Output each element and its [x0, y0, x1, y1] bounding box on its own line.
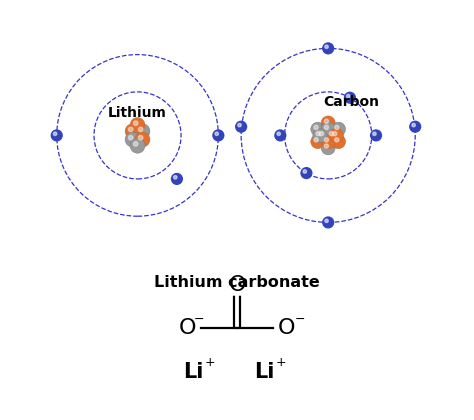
Text: Lithium: Lithium: [108, 105, 167, 120]
Circle shape: [329, 131, 334, 136]
Text: +: +: [275, 356, 286, 369]
Circle shape: [311, 122, 325, 136]
Circle shape: [313, 129, 327, 142]
Circle shape: [311, 134, 325, 149]
Text: O: O: [278, 318, 295, 338]
Circle shape: [373, 132, 376, 136]
Circle shape: [173, 176, 177, 179]
Circle shape: [346, 94, 350, 98]
Circle shape: [321, 116, 335, 130]
Circle shape: [54, 132, 57, 136]
Circle shape: [128, 135, 133, 140]
Circle shape: [329, 129, 344, 142]
Circle shape: [135, 132, 150, 147]
Circle shape: [323, 217, 334, 228]
Circle shape: [314, 125, 318, 129]
Text: Lithium carbonate: Lithium carbonate: [154, 275, 320, 290]
Circle shape: [213, 130, 224, 141]
Circle shape: [314, 138, 318, 142]
Circle shape: [321, 141, 335, 155]
Circle shape: [133, 142, 138, 146]
Circle shape: [133, 121, 138, 126]
Circle shape: [236, 121, 246, 132]
Circle shape: [410, 121, 420, 132]
Circle shape: [125, 124, 140, 139]
Circle shape: [333, 131, 337, 136]
Circle shape: [303, 170, 307, 173]
Circle shape: [326, 129, 340, 142]
Circle shape: [277, 132, 281, 136]
Circle shape: [371, 130, 382, 141]
Circle shape: [345, 92, 356, 103]
Circle shape: [321, 122, 335, 136]
Text: Carbon: Carbon: [323, 95, 379, 109]
Text: −: −: [193, 312, 204, 326]
Circle shape: [316, 131, 320, 136]
Circle shape: [324, 138, 328, 142]
Circle shape: [125, 132, 140, 147]
Circle shape: [412, 123, 415, 127]
Circle shape: [51, 130, 62, 141]
Circle shape: [323, 43, 334, 54]
Circle shape: [331, 122, 346, 136]
Circle shape: [321, 134, 335, 149]
Circle shape: [138, 127, 143, 131]
Text: Li: Li: [183, 362, 204, 382]
Circle shape: [172, 173, 182, 184]
Circle shape: [319, 131, 324, 136]
Circle shape: [324, 119, 328, 123]
Circle shape: [335, 138, 339, 142]
Text: +: +: [205, 356, 215, 369]
Circle shape: [316, 129, 330, 142]
Circle shape: [324, 125, 328, 129]
Circle shape: [331, 134, 346, 149]
Circle shape: [130, 138, 145, 153]
Circle shape: [324, 144, 328, 148]
Circle shape: [275, 130, 286, 141]
Circle shape: [215, 132, 219, 136]
Circle shape: [128, 127, 133, 131]
Text: Li: Li: [254, 362, 274, 382]
Circle shape: [138, 135, 143, 140]
Circle shape: [335, 125, 339, 129]
Circle shape: [130, 118, 145, 132]
Text: O: O: [228, 275, 246, 294]
Circle shape: [325, 45, 328, 48]
Text: −: −: [295, 312, 305, 326]
Circle shape: [135, 124, 150, 139]
Circle shape: [325, 219, 328, 223]
Circle shape: [238, 123, 241, 127]
Circle shape: [301, 168, 312, 178]
Text: O: O: [179, 318, 196, 338]
